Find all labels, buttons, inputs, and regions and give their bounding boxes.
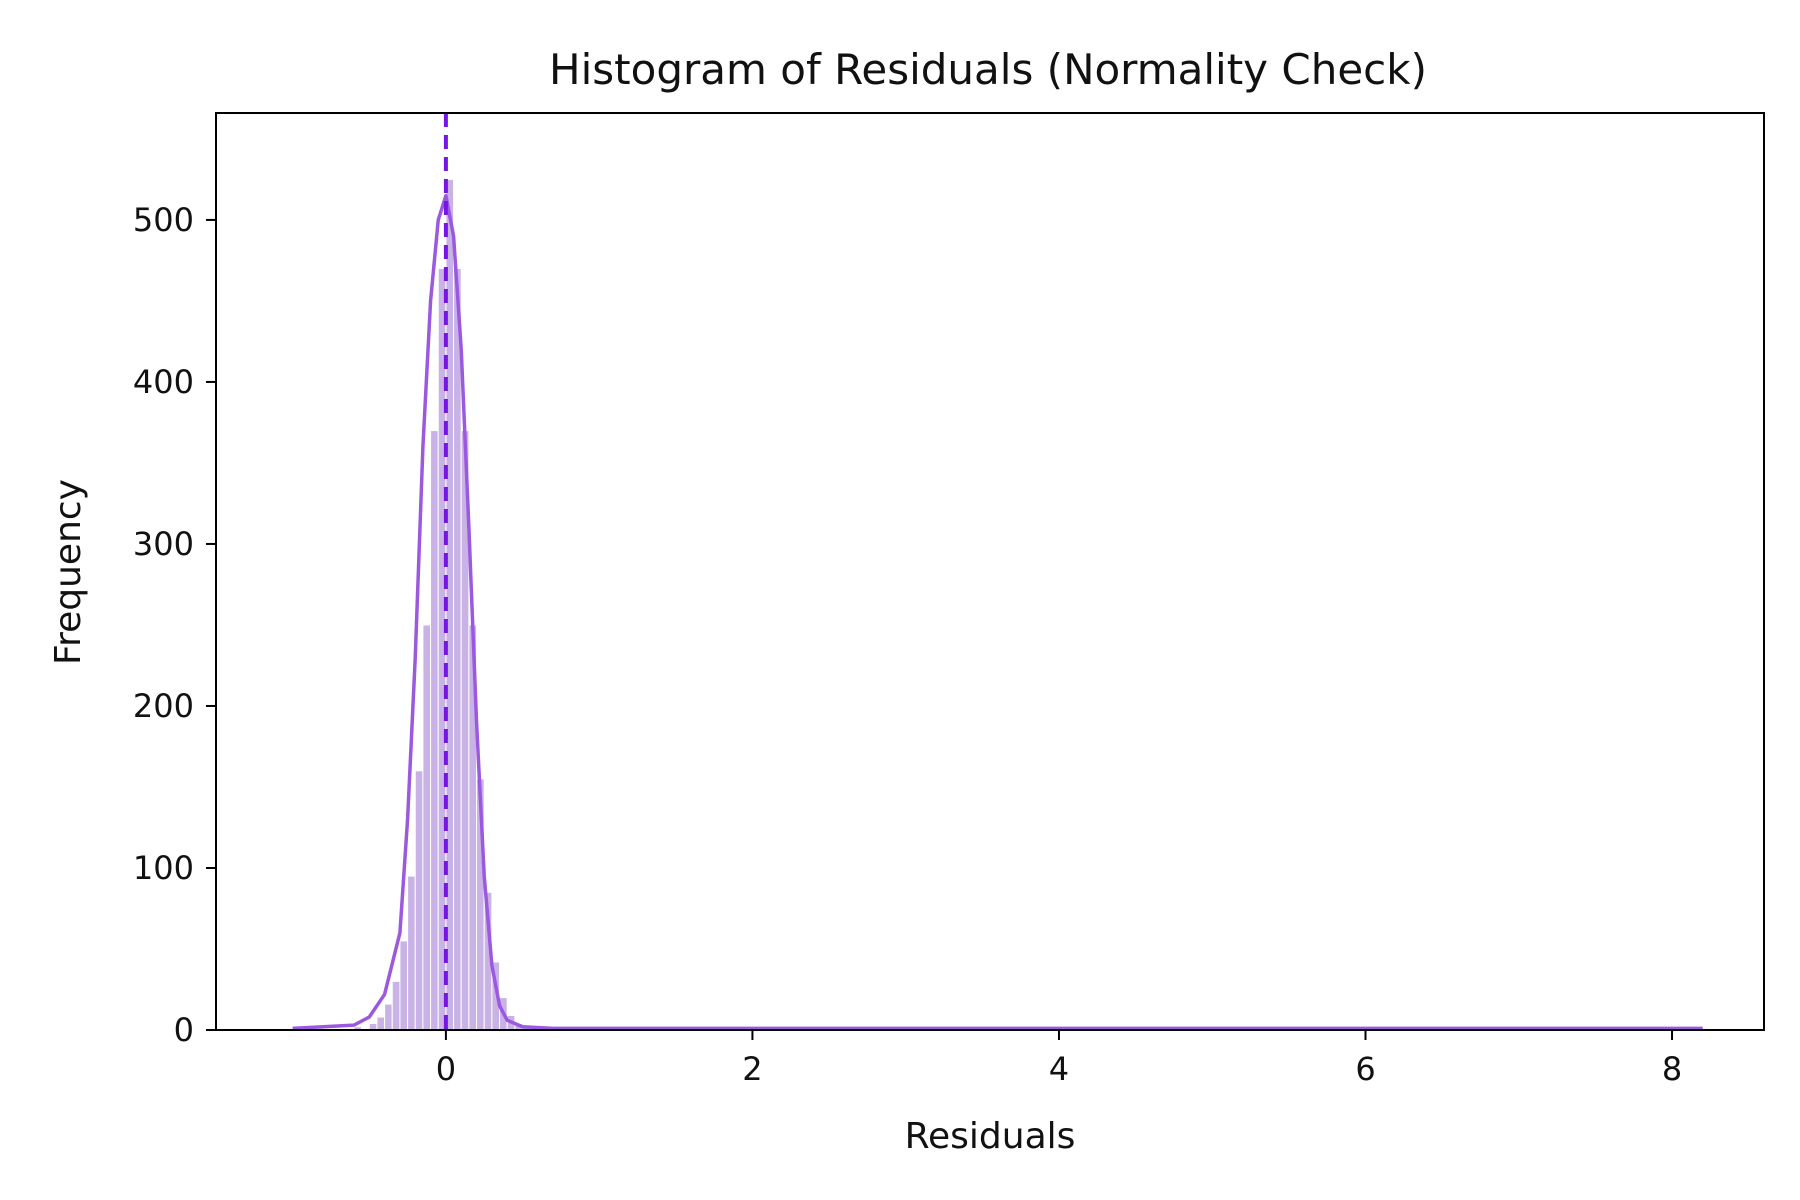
plot-area-frame xyxy=(215,112,1765,1031)
histogram-bar xyxy=(414,770,424,1030)
histogram-bar xyxy=(384,1003,393,1030)
histogram-bar xyxy=(407,875,416,1030)
y-tick-label: 300 xyxy=(133,525,194,563)
y-tick-label: 500 xyxy=(133,201,194,239)
x-axis-label: Residuals xyxy=(905,1116,1076,1157)
histogram-bar xyxy=(491,961,501,1030)
x-tick-label: 2 xyxy=(742,1050,762,1088)
y-tick-label: 400 xyxy=(133,363,194,401)
kde-curve xyxy=(292,193,1703,1030)
histogram-bar xyxy=(376,1016,386,1030)
x-tick-label: 6 xyxy=(1355,1050,1375,1088)
histogram-bar xyxy=(353,1026,363,1030)
x-tick-label: 8 xyxy=(1662,1050,1682,1088)
x-tick-label: 4 xyxy=(1049,1050,1069,1088)
x-axis-ticks: 0 2 4 6 8 xyxy=(436,1030,1682,1088)
histogram-bar xyxy=(399,940,409,1030)
histogram-bar xyxy=(422,624,432,1030)
x-tick-label: 0 xyxy=(436,1050,456,1088)
y-tick-label: 200 xyxy=(133,687,194,725)
histogram-bar xyxy=(430,430,439,1030)
y-tick-label: 0 xyxy=(174,1011,194,1049)
y-tick-label: 100 xyxy=(133,849,194,887)
y-axis-label: Frequency xyxy=(48,479,89,665)
chart-title: Histogram of Residuals (Normality Check) xyxy=(549,45,1427,94)
histogram-bar xyxy=(391,980,401,1030)
histogram-bar xyxy=(453,268,462,1030)
histogram-bars xyxy=(292,178,1711,1030)
y-axis-ticks: 0 100 200 300 400 500 xyxy=(133,201,216,1049)
